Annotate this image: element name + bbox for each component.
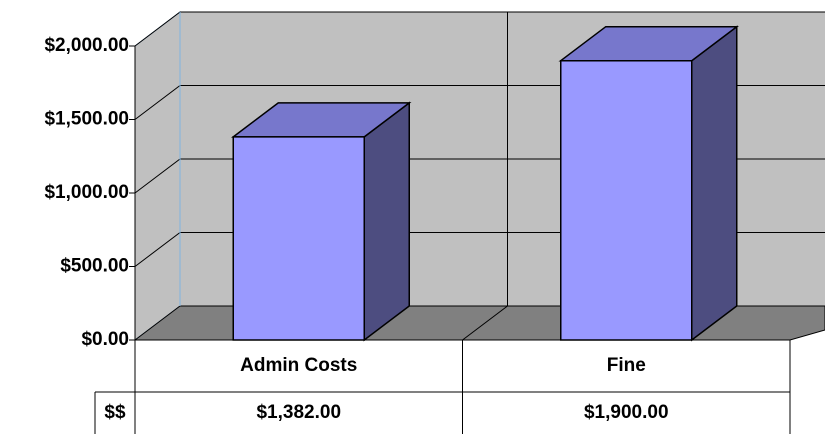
bar-front (232, 136, 365, 341)
y-tick-label: $1,500.00 (44, 109, 129, 130)
x-tick-label: Fine (607, 355, 646, 376)
data-label: $1,900.00 (584, 402, 669, 423)
y-tick-label: $0.00 (81, 329, 129, 350)
bar-side (691, 25, 738, 342)
legend-label: $$ (104, 402, 126, 423)
bar-side (363, 101, 410, 342)
bar (231, 101, 412, 342)
y-tick-label: $1,000.00 (44, 182, 129, 203)
data-table-grid (94, 340, 791, 434)
category-divider (462, 305, 508, 341)
x-tick-label: Admin Costs (240, 355, 357, 376)
y-tick-label: $500.00 (60, 256, 129, 277)
bar (558, 25, 739, 342)
y-tick-label: $2,000.00 (44, 35, 129, 56)
bar-front (560, 59, 693, 341)
data-label: $1,382.00 (256, 402, 341, 423)
